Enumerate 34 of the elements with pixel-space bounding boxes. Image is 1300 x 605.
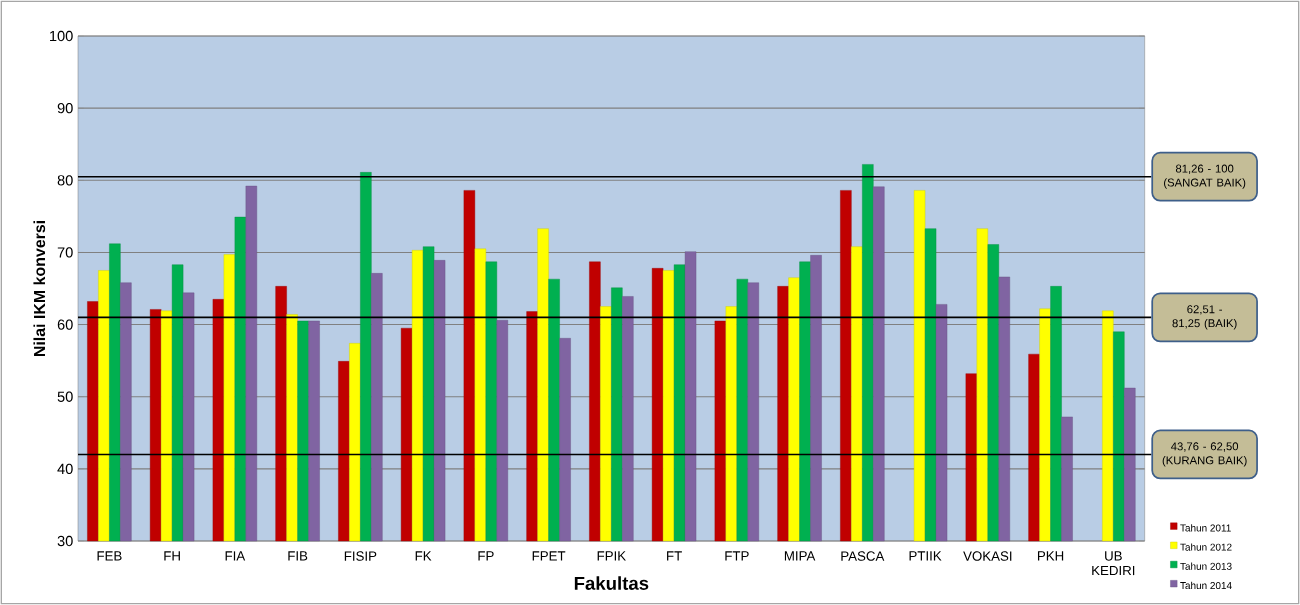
x-tick-label: FH [164,551,180,561]
y-tick-label: 30 [57,535,73,547]
y-tick-label: 100 [50,30,73,42]
x-tick-label: VOKASI [963,551,1012,561]
y-tick-label: 60 [57,319,73,330]
ref-line-label: 81,26 - 100 (SANGAT BAIK) [1164,164,1246,189]
y-axis-title: Nilai IKM konversi [33,221,46,357]
legend-label: Tahun 2011 [1180,524,1231,532]
legend-label: Tahun 2014 [1180,581,1232,590]
x-tick-label: FT [667,551,682,561]
x-tick-label: FISIP [344,551,377,561]
x-tick-label: PKH [1037,551,1064,561]
x-tick-label: FIB [288,551,308,561]
legend-label: Tahun 2012 [1180,543,1232,551]
x-tick-label: FEB [97,551,122,561]
x-axis-title: Fakultas [574,576,649,590]
x-tick-label: FTP [725,551,749,561]
x-tick-label: FPIK [597,551,626,561]
y-tick-label: 40 [57,463,73,475]
x-tick-label: FP [478,551,494,561]
y-tick-label: 50 [57,391,73,402]
ref-line-label: 62,51 - 81,25 (BAIK) [1172,305,1237,330]
x-tick-label: FK [415,551,432,561]
legend-label: Tahun 2013 [1180,562,1232,570]
x-tick-label: UB KEDIRI [1092,551,1135,576]
x-tick-label: FIA [225,551,246,561]
ref-line-label: 43,76 - 62,50 (KURANG BAIK) [1162,442,1247,467]
x-tick-label: PASCA [841,551,885,561]
x-tick-label: FPET [532,551,566,561]
y-tick-label: 90 [57,102,73,114]
y-tick-label: 80 [57,175,73,186]
y-tick-label: 70 [57,247,73,258]
x-tick-label: PTIIK [909,551,942,561]
x-tick-label: MIPA [784,551,816,561]
